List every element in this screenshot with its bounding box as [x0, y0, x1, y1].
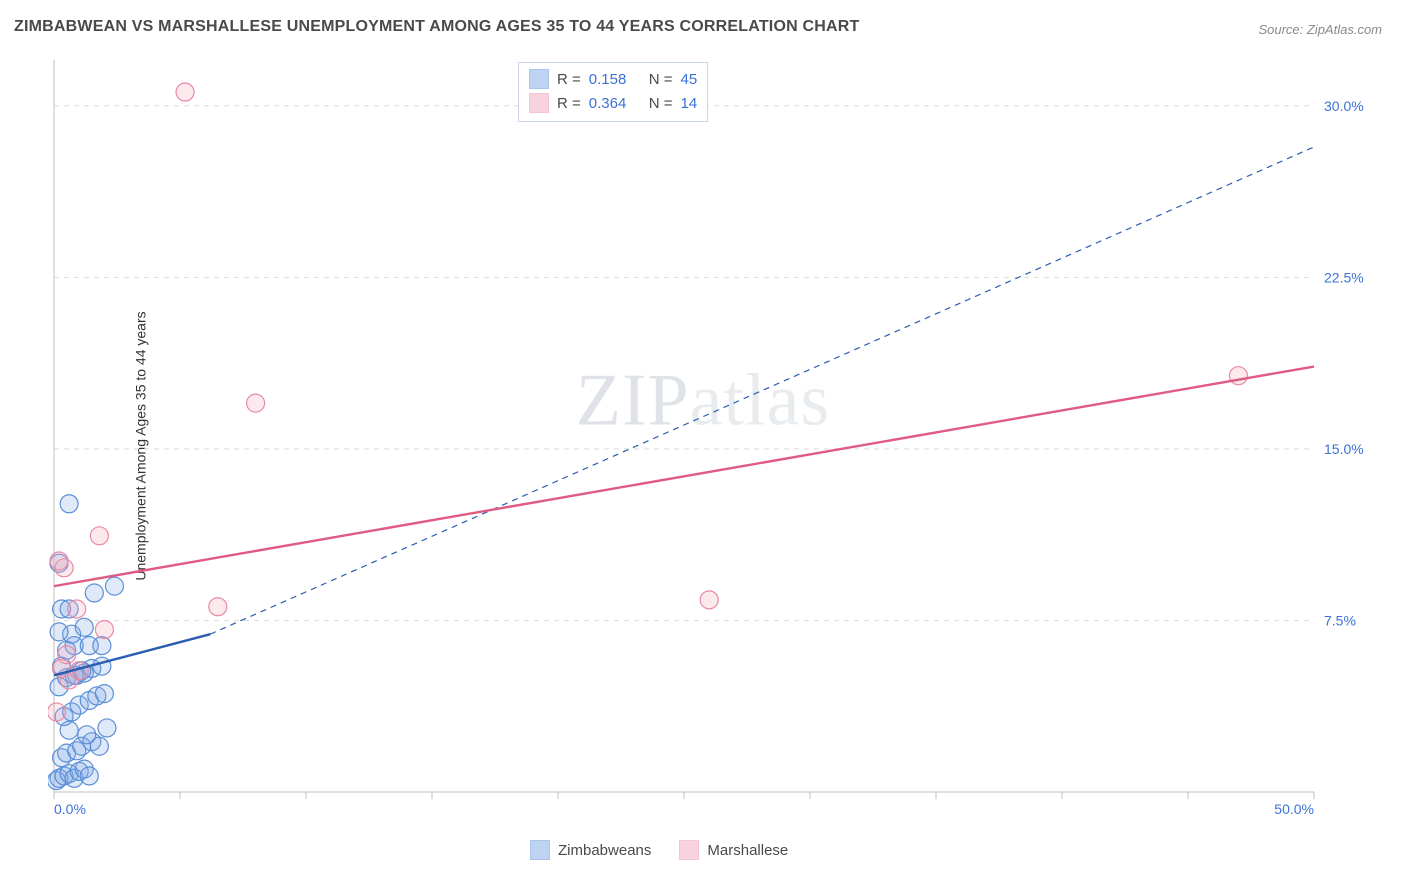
point-zimbabweans — [50, 623, 68, 641]
legend-swatch-marshallese — [679, 840, 699, 860]
legend-label-marshallese: Marshallese — [707, 842, 788, 859]
point-marshallese — [48, 703, 66, 721]
point-zimbabweans — [105, 577, 123, 595]
stat-N-label: N = — [649, 95, 673, 112]
point-marshallese — [95, 621, 113, 639]
series-legend: Zimbabweans Marshallese — [530, 840, 788, 860]
y-tick-label: 15.0% — [1324, 441, 1364, 457]
y-tick-label: 22.5% — [1324, 269, 1364, 285]
legend-swatch-zimbabweans — [530, 840, 550, 860]
legend-label-zimbabweans: Zimbabweans — [558, 842, 651, 859]
stat-row-zimbabweans: R = 0.158 N = 45 — [529, 67, 697, 91]
stat-N-value-zimbabweans: 45 — [681, 71, 698, 88]
point-zimbabweans — [98, 719, 116, 737]
point-marshallese — [209, 598, 227, 616]
point-marshallese — [50, 552, 68, 570]
stat-R-label: R = — [557, 95, 581, 112]
stat-R-value-zimbabweans: 0.158 — [589, 71, 641, 88]
x-tick-label: 50.0% — [1274, 801, 1314, 817]
point-zimbabweans — [80, 767, 98, 785]
y-tick-label: 30.0% — [1324, 98, 1364, 114]
trendline-ext-zimbabweans — [210, 147, 1314, 634]
stat-N-value-marshallese: 14 — [681, 95, 698, 112]
point-zimbabweans — [75, 618, 93, 636]
stat-R-label: R = — [557, 71, 581, 88]
legend-item-zimbabweans: Zimbabweans — [530, 840, 651, 860]
stat-R-value-marshallese: 0.364 — [589, 95, 641, 112]
legend-item-marshallese: Marshallese — [679, 840, 788, 860]
point-marshallese — [247, 394, 265, 412]
plot-area: 0.0% 50.0% 7.5% 15.0% 22.5% 30.0% — [48, 52, 1384, 832]
point-zimbabweans — [93, 637, 111, 655]
stat-N-label: N = — [649, 71, 673, 88]
swatch-zimbabweans — [529, 69, 549, 89]
swatch-marshallese — [529, 93, 549, 113]
point-marshallese — [68, 600, 86, 618]
correlation-chart: ZIMBABWEAN VS MARSHALLESE UNEMPLOYMENT A… — [0, 0, 1406, 892]
correlation-stats-legend: R = 0.158 N = 45 R = 0.364 N = 14 — [518, 62, 708, 122]
x-tick-label: 0.0% — [54, 801, 86, 817]
point-zimbabweans — [60, 495, 78, 513]
point-marshallese — [90, 527, 108, 545]
source-attribution: Source: ZipAtlas.com — [1258, 22, 1382, 37]
point-marshallese — [700, 591, 718, 609]
point-marshallese — [176, 83, 194, 101]
y-tick-label: 7.5% — [1324, 612, 1356, 628]
point-zimbabweans — [85, 584, 103, 602]
chart-title: ZIMBABWEAN VS MARSHALLESE UNEMPLOYMENT A… — [14, 18, 860, 36]
point-zimbabweans — [95, 685, 113, 703]
trendline-marshallese — [54, 367, 1314, 587]
point-marshallese — [58, 646, 76, 664]
stat-row-marshallese: R = 0.364 N = 14 — [529, 91, 697, 115]
point-zimbabweans — [90, 737, 108, 755]
